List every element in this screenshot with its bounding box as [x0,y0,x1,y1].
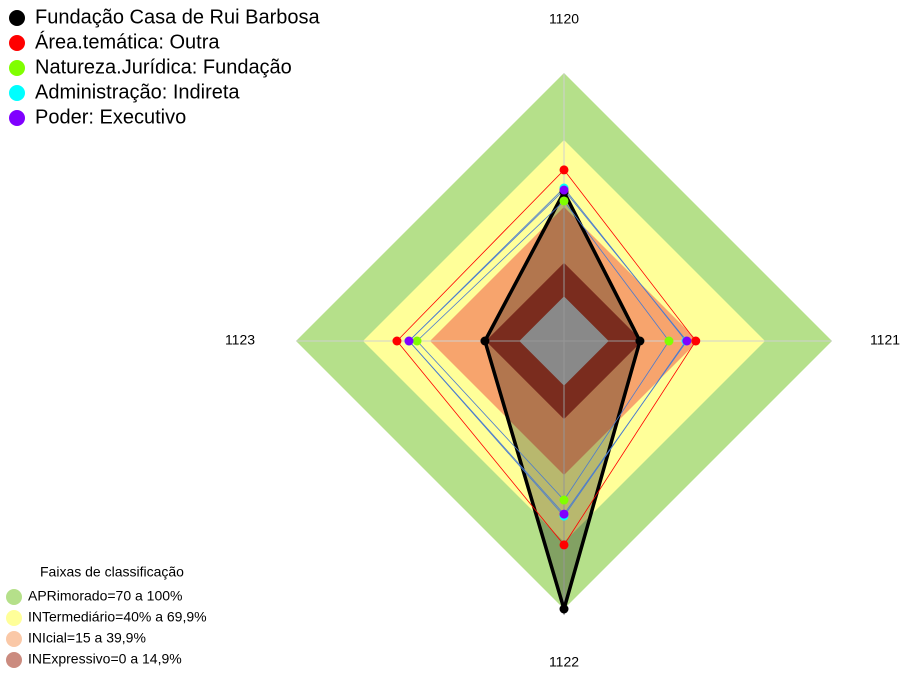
legend-marker [9,110,25,126]
legend-label: Natureza.Jurídica: Fundação [35,56,292,78]
axis-label: 1122 [549,654,579,670]
data-point [691,336,701,346]
data-point [404,336,414,346]
data-point [682,336,692,346]
axis-label: 1120 [549,11,579,27]
bands-legend-marker [6,589,22,605]
data-point [480,336,490,346]
legend-marker [9,60,25,76]
data-point [635,336,645,346]
bands-legend-label: INExpressivo=0 a 14,9% [28,651,182,667]
data-point [559,604,569,614]
bands-legend-label: APRimorado=70 a 100% [28,588,183,604]
data-point [664,336,674,346]
data-point [559,196,569,206]
bands-legend-label: INIcial=15 a 39,9% [28,630,146,646]
bands-legend-title: Faixas de classificação [40,564,184,580]
data-point [412,336,422,346]
data-point [392,336,402,346]
axis-label: 1123 [225,332,255,348]
legend-marker [9,10,25,26]
legend-label: Fundação Casa de Rui Barbosa [35,6,320,28]
legend-marker [9,85,25,101]
data-point [559,540,569,550]
legend-label: Administração: Indireta [35,81,240,103]
legend-label: Poder: Executivo [35,106,186,128]
axis-label: 1121 [870,332,900,348]
bands-legend-marker [6,652,22,668]
data-point [559,185,569,195]
data-point [559,509,569,519]
bands-legend-label: INTermediário=40% a 69,9% [28,609,207,625]
bands-legend-marker [6,631,22,647]
legend-label: Área.temática: Outra [35,30,220,53]
data-point [559,165,569,175]
bands-legend-marker [6,610,22,626]
data-point [559,495,569,505]
legend-marker [9,35,25,51]
